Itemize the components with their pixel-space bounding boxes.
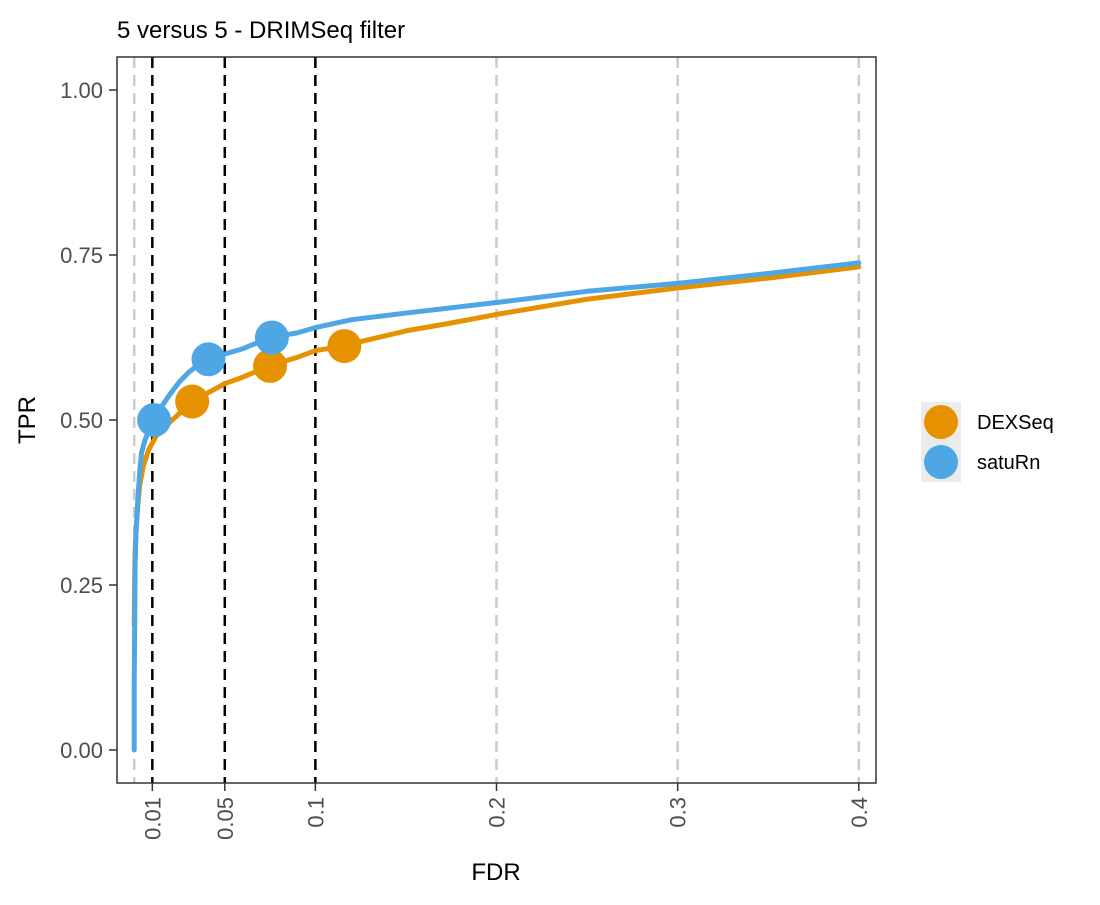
x-tick-label: 0.1 [303, 797, 328, 828]
y-tick-label: 0.00 [60, 738, 103, 763]
legend: DEXSeq satuRn [921, 402, 1054, 482]
y-tick-label: 0.25 [60, 573, 103, 598]
series-point-saturn [137, 403, 172, 437]
plot-area: 0.00 0.25 0.50 0.75 1.00 0.01 0.05 0.1 0.2 0.3 0.4 [60, 56, 877, 840]
legend-key-dexseq [924, 405, 958, 439]
x-tick-label: 0.2 [485, 797, 510, 828]
series-point-dexseq [253, 348, 288, 383]
y-tick-label: 0.50 [60, 408, 103, 433]
x-axis-label: FDR [471, 859, 520, 886]
series-point-dexseq [327, 329, 362, 364]
series-line-saturn [131, 260, 862, 753]
series-point-saturn [191, 342, 226, 377]
legend-key-saturn [924, 445, 958, 479]
y-tick-label: 0.75 [60, 243, 103, 268]
y-axis-label: TPR [14, 396, 41, 444]
chart-title: 5 versus 5 - DRIMSeq filter [117, 17, 405, 44]
y-tick-label: 1.00 [60, 78, 103, 103]
legend-label: satuRn [977, 452, 1040, 474]
x-tick-label: 0.4 [847, 797, 872, 828]
x-tick-label: 0.01 [140, 797, 165, 840]
legend-label: DEXSeq [977, 412, 1054, 434]
series-point-saturn [254, 320, 289, 355]
x-tick-label: 0.3 [666, 797, 691, 828]
series-point-dexseq [175, 384, 210, 419]
x-tick-label: 0.05 [213, 797, 238, 840]
